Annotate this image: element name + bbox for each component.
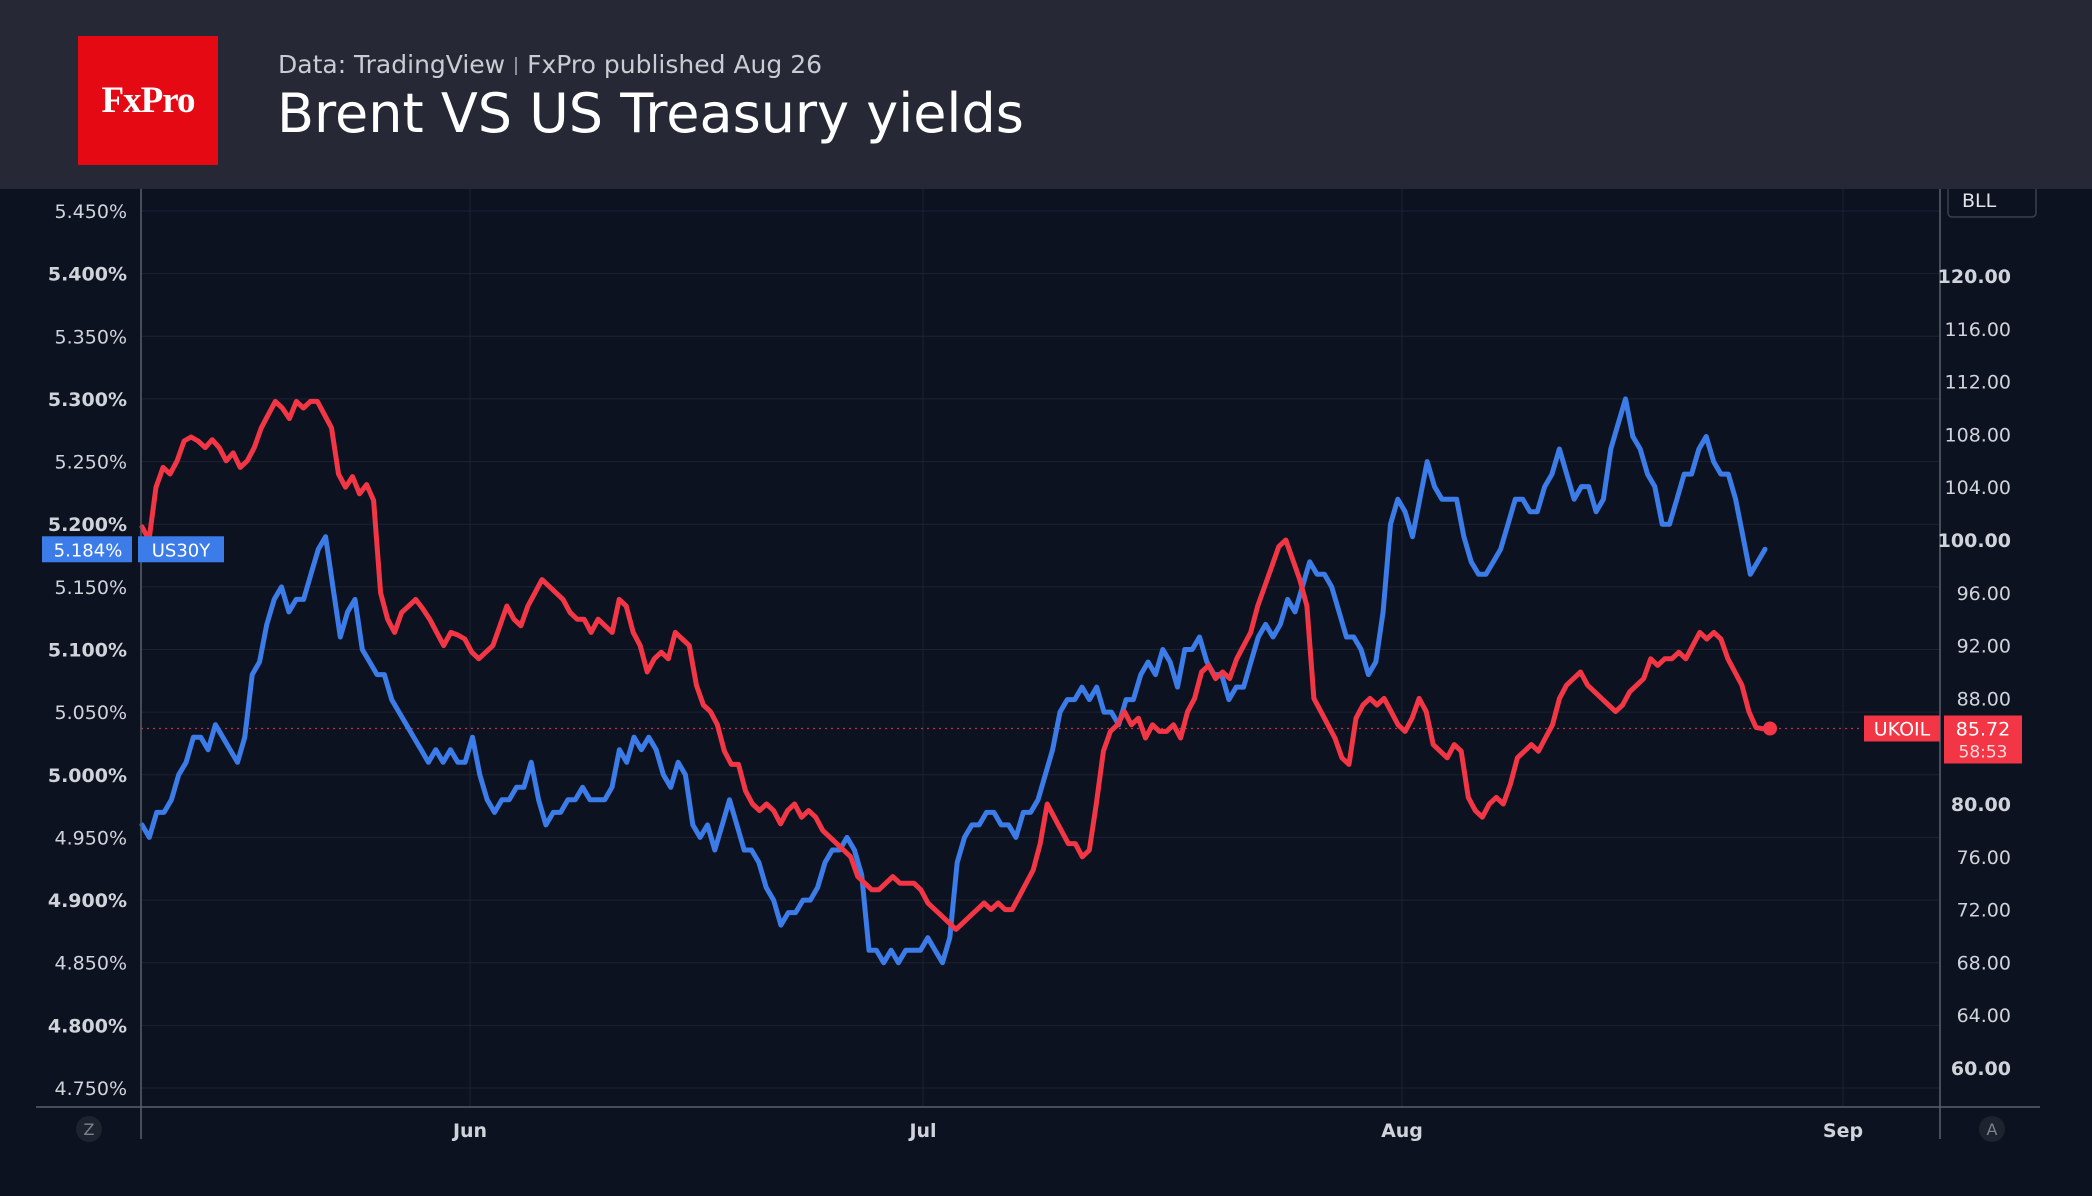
right-tick-label: 72.00 [1957,900,2011,922]
right-tick-label: 68.00 [1957,952,2011,974]
left-tick-label: 5.350% [55,326,127,348]
ukoil-name-badge [1864,715,1940,742]
right-tick-label: 112.00 [1945,372,2011,394]
x-tick-label: Aug [1381,1120,1423,1142]
right-tick-label: 96.00 [1957,583,2011,605]
us30y-name-text: US30Y [152,540,212,561]
right-tick-label: 64.00 [1957,1005,2011,1027]
right-tick-label: 100.00 [1938,530,2011,552]
grid-lines [141,189,1940,1107]
left-tick-label: 5.450% [55,201,127,223]
right-tick-label: 60.00 [1951,1058,2011,1080]
us30y-name-badge [138,536,224,563]
series-line-us30y [139,396,1768,966]
x-tick-label: Sep [1823,1120,1863,1142]
left-tick-label: 5.200% [48,514,127,536]
chart-background [0,189,2092,1196]
source-separator [515,57,518,75]
right-tick-label: 116.00 [1945,319,2011,341]
axis-labels: 5.450% 5.400% 5.350% 5.300% 5.250% 5.200% 5.15… [48,189,2037,1142]
us30y-value-badge [42,536,132,563]
series-layer [139,396,1777,966]
zoom-button [76,1116,102,1142]
ukoil-value-badge [1944,715,2022,764]
source-line: Data: TradingView FxPro published Aug 26 [278,50,822,79]
x-tick-label: Jun [451,1120,487,1142]
x-tick-label: Jul [907,1120,936,1142]
unit-box [1947,189,2037,218]
data-source-label: Data: TradingView [278,50,506,79]
series-line-ukoil [139,398,1773,932]
right-tick-label: 104.00 [1945,477,2011,499]
right-tick-label: 108.00 [1945,424,2011,446]
right-tick-label: 88.00 [1957,688,2011,710]
ukoil-value-text: 85.72 [1956,718,2010,740]
chart-title: Brent VS US Treasury yields [277,82,1024,145]
chart-header: FxPro Data: TradingView FxPro published A… [0,0,2092,189]
left-tick-label: 4.750% [55,1078,127,1100]
left-tick-label: 5.000% [48,765,127,787]
left-tick-label: 4.950% [55,827,127,849]
right-tick-label: 120.00 [1938,266,2011,288]
left-tick-label: 5.050% [55,702,127,724]
published-label: FxPro published Aug 26 [527,50,823,79]
right-tick-label: 92.00 [1957,636,2011,658]
ukoil-last-point [1763,721,1777,736]
left-tick-label: 4.800% [48,1015,127,1037]
zoom-button-label: Z [84,1120,95,1139]
us30y-value-text: 5.184% [54,540,123,561]
ukoil-countdown-text: 58:53 [1959,742,2008,762]
left-tick-label: 5.250% [55,452,127,474]
left-tick-label: 4.850% [55,953,127,975]
left-tick-label: 5.100% [48,640,127,662]
auto-scale-button [1979,1116,2005,1142]
ukoil-name-text: UKOIL [1874,718,1931,740]
left-tick-label: 5.150% [55,577,127,599]
left-tick-label: 5.400% [48,264,127,286]
auto-scale-button-label: A [1987,1120,1998,1139]
left-tick-label: 5.300% [48,389,127,411]
right-tick-label: 80.00 [1951,794,2011,816]
unit-label: BLL [1962,190,1997,212]
left-tick-label: 4.900% [48,890,127,912]
fxpro-logo: FxPro [78,36,218,165]
right-tick-label: 76.00 [1957,847,2011,869]
